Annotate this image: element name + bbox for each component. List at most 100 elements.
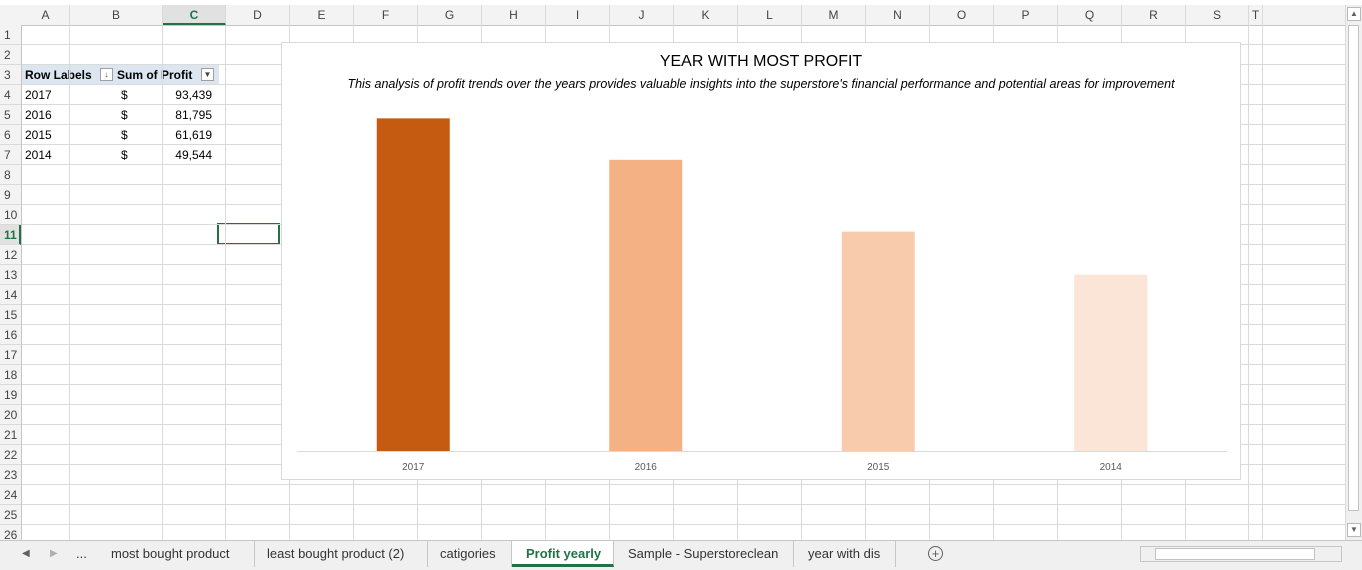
pivot-header-row-labels: Row Labels xyxy=(25,68,92,82)
row-header-18[interactable]: 18 xyxy=(0,365,21,385)
column-header-f[interactable]: F xyxy=(354,5,418,25)
grid-row-line xyxy=(22,524,1345,525)
row-header-14[interactable]: 14 xyxy=(0,285,21,305)
row-header-22[interactable]: 22 xyxy=(0,445,21,465)
row-header-25[interactable]: 25 xyxy=(0,505,21,525)
x-tick-label-2017: 2017 xyxy=(402,462,425,473)
column-header-p[interactable]: P xyxy=(994,5,1058,25)
column-header-g[interactable]: G xyxy=(418,5,482,25)
row-header-23[interactable]: 23 xyxy=(0,465,21,485)
column-header-h[interactable]: H xyxy=(482,5,546,25)
sheet-tab-sample-superstoreclean[interactable]: Sample - Superstoreclean xyxy=(614,541,794,567)
selected-cell-c11[interactable] xyxy=(217,223,280,245)
column-header-e[interactable]: E xyxy=(290,5,354,25)
pivot-row-currency: $ xyxy=(121,108,128,122)
bar-2014[interactable] xyxy=(1074,274,1148,451)
row-header-6[interactable]: 6 xyxy=(0,125,21,145)
row-header-1[interactable]: 1 xyxy=(0,25,21,45)
row-header-9[interactable]: 9 xyxy=(0,185,21,205)
row-header-16[interactable]: 16 xyxy=(0,325,21,345)
tab-next-arrow-icon[interactable]: ▶ xyxy=(50,548,58,559)
pivot-row-value[interactable]: 49,544 xyxy=(175,148,212,162)
scroll-up-arrow-icon[interactable]: ▲ xyxy=(1347,7,1361,21)
column-header-a[interactable]: A xyxy=(22,5,70,25)
row-header-20[interactable]: 20 xyxy=(0,405,21,425)
row-header-17[interactable]: 17 xyxy=(0,345,21,365)
column-header-m[interactable]: M xyxy=(802,5,866,25)
pivot-row-currency: $ xyxy=(121,148,128,162)
row-header-7[interactable]: 7 xyxy=(0,145,21,165)
x-tick-label-2015: 2015 xyxy=(867,462,890,473)
chart-title: YEAR WITH MOST PROFIT xyxy=(659,53,863,70)
pivot-row-value[interactable]: 93,439 xyxy=(175,88,212,102)
row-header-19[interactable]: 19 xyxy=(0,385,21,405)
horizontal-scroll-thumb[interactable] xyxy=(1155,548,1315,560)
pivot-row-label[interactable]: 2017 xyxy=(25,88,52,102)
tab-prev-arrow-icon[interactable]: ◀ xyxy=(22,548,30,559)
grid-column-line xyxy=(225,25,226,540)
pivot-row-label[interactable]: 2015 xyxy=(25,128,52,142)
pivot-header-row-labels-cell[interactable]: Row Labels ↓ xyxy=(22,65,115,85)
row-header-24[interactable]: 24 xyxy=(0,485,21,505)
column-header-r[interactable]: R xyxy=(1122,5,1186,25)
add-sheet-icon[interactable]: + xyxy=(928,546,943,561)
column-header-s[interactable]: S xyxy=(1186,5,1249,25)
row-header-11[interactable]: 11 xyxy=(0,225,21,245)
bar-2015[interactable] xyxy=(841,231,915,451)
column-header-n[interactable]: N xyxy=(866,5,930,25)
pivot-row-value[interactable]: 81,795 xyxy=(175,108,212,122)
grid-row-line xyxy=(22,504,1345,505)
row-header-10[interactable]: 10 xyxy=(0,205,21,225)
sort-descending-icon[interactable]: ↓ xyxy=(100,68,113,81)
column-header-l[interactable]: L xyxy=(738,5,802,25)
sheet-tab-catigories[interactable]: catigories xyxy=(426,541,512,567)
sheet-tab-year-with-dis[interactable]: year with dis xyxy=(794,541,896,567)
vertical-scroll-thumb[interactable] xyxy=(1348,25,1359,511)
row-header-15[interactable]: 15 xyxy=(0,305,21,325)
row-header-13[interactable]: 13 xyxy=(0,265,21,285)
sheet-tab-profit-yearly[interactable]: Profit yearly xyxy=(512,541,614,567)
column-header-d[interactable]: D xyxy=(226,5,290,25)
sheet-tab-bar: ◀ ▶ ... most bought product least bought … xyxy=(0,540,1362,570)
column-header-i[interactable]: I xyxy=(546,5,610,25)
column-header-q[interactable]: Q xyxy=(1058,5,1122,25)
column-header-t[interactable]: T xyxy=(1249,5,1263,25)
pivot-row-label[interactable]: 2014 xyxy=(25,148,52,162)
bar-2017[interactable] xyxy=(376,118,450,451)
row-header-2[interactable]: 2 xyxy=(0,45,21,65)
sheet-tab-least-bought-product-2[interactable]: least bought product (2) xyxy=(253,541,428,567)
row-header-3[interactable]: 3 xyxy=(0,65,21,85)
vertical-scrollbar[interactable]: ▲ ▼ xyxy=(1345,5,1362,540)
top-strip xyxy=(0,0,1362,5)
column-header-k[interactable]: K xyxy=(674,5,738,25)
horizontal-scrollbar[interactable] xyxy=(1140,546,1342,562)
row-header-8[interactable]: 8 xyxy=(0,165,21,185)
grid-row-line xyxy=(22,484,1345,485)
scroll-down-arrow-icon[interactable]: ▼ xyxy=(1347,523,1361,537)
filter-dropdown-icon[interactable]: ▼ xyxy=(201,68,214,81)
row-header-12[interactable]: 12 xyxy=(0,245,21,265)
row-header-bar: 1 2 3 4 5 6 7 8 9 10 11 12 13 14 15 16 17 18 19 20 21 22 23 24 2… xyxy=(0,25,22,545)
column-header-j[interactable]: J xyxy=(610,5,674,25)
x-tick-label-2016: 2016 xyxy=(635,462,658,473)
column-header-c[interactable]: C xyxy=(163,5,226,25)
grid-column-line xyxy=(1262,25,1263,540)
grid-column-line xyxy=(1248,25,1249,540)
row-header-4[interactable]: 4 xyxy=(0,85,21,105)
row-header-21[interactable]: 21 xyxy=(0,425,21,445)
pivot-row-currency: $ xyxy=(121,88,128,102)
profit-chart[interactable]: 2017 2016 2015 2014 YEAR WITH MOST PROFIT T… xyxy=(281,42,1241,480)
bar-2016[interactable] xyxy=(609,159,683,451)
pivot-header-sum-cell[interactable]: Sum of Profit ▼ xyxy=(115,65,219,85)
column-header-o[interactable]: O xyxy=(930,5,994,25)
column-header-b[interactable]: B xyxy=(70,5,163,25)
tab-ellipsis[interactable]: ... xyxy=(76,546,87,561)
pivot-row-currency: $ xyxy=(121,128,128,142)
pivot-header-sum-of-profit: Sum of Profit xyxy=(117,68,193,82)
row-header-5[interactable]: 5 xyxy=(0,105,21,125)
sheet-tab-most-bought-product[interactable]: most bought product xyxy=(97,541,255,567)
pivot-row-label[interactable]: 2016 xyxy=(25,108,52,122)
pivot-row-value[interactable]: 61,619 xyxy=(175,128,212,142)
grid-column-line xyxy=(69,25,70,540)
